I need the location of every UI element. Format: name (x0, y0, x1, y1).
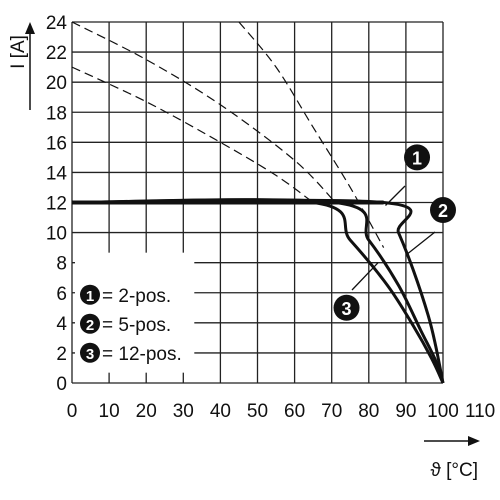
x-tick-label: 90 (395, 401, 416, 422)
x-tick-label: 100 (427, 401, 459, 422)
y-tick-label: 12 (46, 194, 67, 215)
callout-leader-3 (351, 262, 379, 291)
legend-badge-number: 2 (86, 317, 94, 334)
x-tick-label: 80 (358, 401, 379, 422)
curve-callouts: 1 2 3 (333, 144, 456, 321)
y-tick-label: 10 (46, 224, 67, 245)
legend-entry-label: = 12-pos. (102, 344, 182, 365)
y-axis-title: I [A] (8, 22, 35, 110)
x-tick-label: 20 (136, 401, 157, 422)
x-axis-title: ϑ [°C] (424, 436, 480, 481)
callout-leader-1 (385, 185, 406, 206)
x-tick-label: 60 (284, 401, 305, 422)
legend-entry-label: = 5-pos. (102, 315, 171, 336)
x-tick-label: 30 (173, 401, 194, 422)
x-tick-label: 70 (321, 401, 342, 422)
y-tick-label: 2 (56, 344, 67, 365)
callout-badge-number: 3 (342, 299, 352, 319)
callout-badge-number: 1 (412, 148, 422, 168)
dashed-curve-2 (71, 21, 336, 203)
legend-badge-2 (80, 313, 100, 334)
dashed-curve-1 (238, 21, 385, 248)
legend-entry-label: = 2-pos. (102, 286, 171, 307)
y-tick-label: 20 (46, 73, 67, 94)
callout-badge-1 (404, 144, 431, 171)
legend-badge-number: 1 (86, 288, 94, 305)
curves (71, 21, 445, 384)
callout-badge-2 (430, 197, 456, 224)
callout-badge-3 (333, 294, 360, 321)
x-axis-label: ϑ [°C] (430, 460, 478, 481)
y-tick-label: 4 (56, 314, 67, 335)
y-tick-label: 16 (46, 133, 67, 154)
x-axis-arrow-head (468, 436, 480, 446)
x-tick-label: 50 (247, 401, 268, 422)
legend: 1 = 2-pos. 2 = 5-pos. 3 = 12-pos. (75, 252, 195, 373)
y-tick-label: 24 (46, 13, 68, 34)
y-tick-label: 0 (56, 374, 67, 395)
x-tick-label: 10 (99, 401, 120, 422)
y-tick-label: 8 (56, 254, 67, 275)
y-axis-label: I [A] (8, 35, 29, 69)
callout-badge-number: 2 (438, 201, 448, 221)
legend-badge-3 (80, 342, 100, 363)
derating-curve-3 (71, 198, 445, 384)
x-tick-label: 0 (67, 401, 78, 422)
y-tick-label: 18 (46, 103, 67, 124)
dashed-curve-3 (71, 66, 314, 203)
y-tick-label: 14 (46, 163, 68, 184)
x-tick-label: 40 (210, 401, 231, 422)
y-tick-label: 6 (56, 284, 67, 305)
legend-badge-number: 3 (86, 346, 94, 363)
callout-leader-2 (407, 231, 436, 255)
y-tick-label: 22 (46, 43, 67, 64)
legend-badge-1 (80, 284, 100, 305)
tick-labels: 0 10 20 30 40 50 60 70 80 90 100 110024681012141618… (46, 13, 495, 422)
y-axis-arrow-head (25, 22, 35, 34)
x-tick-label: 110 (465, 401, 495, 422)
